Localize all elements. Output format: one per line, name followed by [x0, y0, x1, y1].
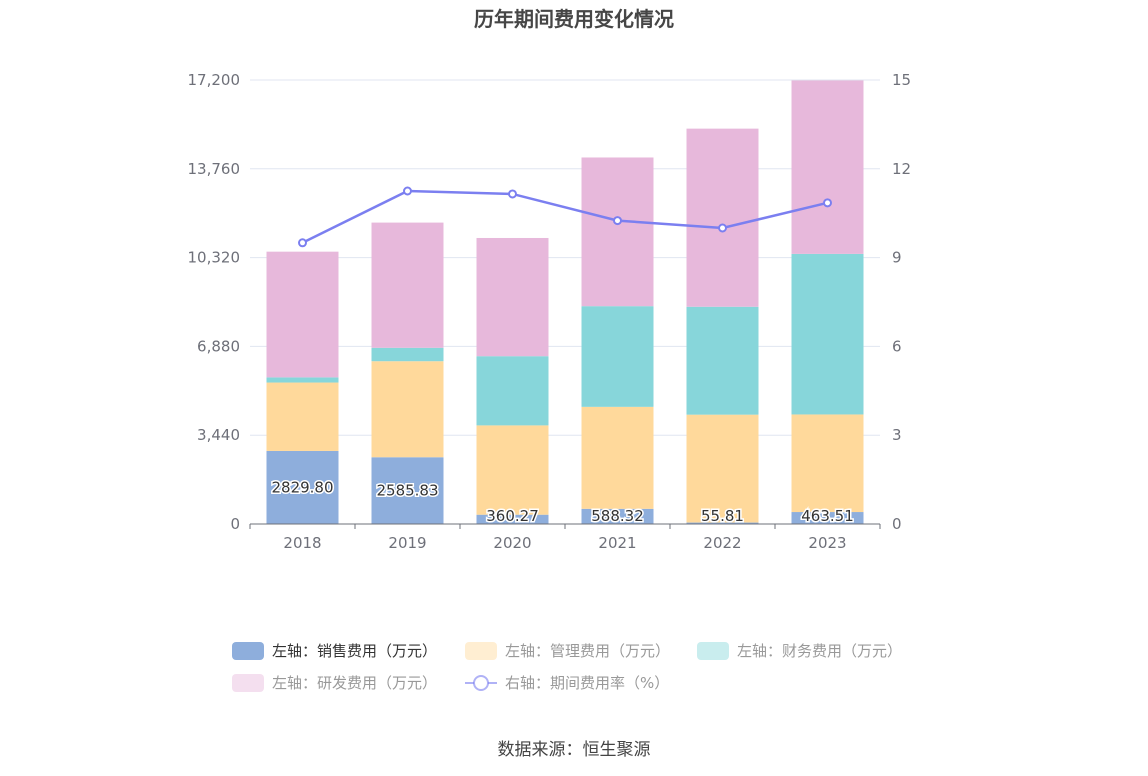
legend-swatch-0	[232, 642, 264, 660]
left-tick-label: 3,440	[197, 426, 240, 444]
right-tick-label: 6	[892, 337, 902, 355]
bar-labels: 2829.80 2585.83 360.27 588.32 55.81 463.51	[270, 477, 855, 527]
sales-expense-label-2020: 360.27	[486, 507, 539, 525]
expense-rate-point-2023	[823, 198, 832, 208]
expense-rate-point-2019	[403, 186, 412, 196]
bar-2020-series-0	[476, 514, 549, 524]
bar-2023-series-2	[791, 253, 864, 415]
x-tick-label: 2020	[493, 534, 531, 552]
bar-2019-series-2	[371, 347, 444, 362]
x-tick-label: 2021	[598, 534, 636, 552]
left-axis-ticks: 0 3,440 6,880 10,320 13,760 17,200	[188, 71, 241, 533]
legend-label-1: 左轴：管理费用（万元）	[505, 642, 670, 660]
bars	[266, 80, 864, 524]
legend-swatch-2	[697, 642, 729, 660]
right-tick-label: 12	[892, 160, 911, 178]
bar-2018-series-2	[266, 377, 339, 383]
left-tick-label: 0	[230, 515, 240, 533]
bar-2023-series-0	[791, 512, 864, 524]
sales-expense-label-2023: 463.51	[801, 507, 854, 525]
x-axis: 2018 2019 2020 2021 2022 2023	[249, 523, 881, 552]
expense-rate-line	[298, 186, 832, 248]
legend-swatch-3	[232, 674, 264, 692]
legend-label-4: 右轴：期间费用率（%）	[505, 674, 669, 692]
expense-rate-polyline	[301, 189, 828, 244]
bar-2022-series-1	[686, 414, 759, 523]
legend: 左轴：销售费用（万元） 左轴：管理费用（万元） 左轴：财务费用（万元） 左轴：研发费用…	[232, 642, 902, 692]
legend-line-marker	[473, 675, 489, 691]
right-tick-label: 9	[892, 249, 902, 267]
expense-rate-point-2020	[508, 189, 517, 199]
expense-rate-point-2018	[298, 238, 307, 248]
bar-2018-series-1	[266, 382, 339, 451]
left-tick-label: 6,880	[197, 337, 240, 355]
expense-rate-point-2021	[613, 216, 622, 226]
legend-swatch-1	[465, 642, 497, 660]
expense-rate-point-2022	[718, 223, 727, 233]
bar-2022-series-2	[686, 306, 759, 415]
source-note: 数据来源：恒生聚源	[498, 740, 651, 760]
bar-2020-series-1	[476, 425, 549, 515]
bar-2022-series-0	[686, 522, 759, 524]
bar-2021-series-3	[581, 157, 654, 307]
right-axis-ticks: 0 3 6 9 12 15	[892, 71, 911, 533]
left-tick-label: 17,200	[188, 71, 241, 89]
left-tick-label: 10,320	[188, 249, 241, 267]
bar-2023-series-3	[791, 80, 864, 254]
sales-expense-label-2021: 588.32	[591, 507, 644, 525]
right-tick-label: 3	[892, 426, 902, 444]
bar-2018-series-3	[266, 251, 339, 378]
x-tick-label: 2018	[283, 534, 321, 552]
bar-2019-series-3	[371, 222, 444, 348]
bar-2022-series-3	[686, 128, 759, 307]
legend-label-2: 左轴：财务费用（万元）	[737, 642, 902, 660]
right-tick-label: 15	[892, 71, 911, 89]
bar-2020-series-3	[476, 237, 549, 357]
bar-2021-series-2	[581, 306, 654, 407]
bar-2018-series-0	[266, 450, 339, 524]
sales-expense-label-2019: 2585.83	[376, 482, 438, 500]
bar-2019-series-1	[371, 361, 444, 458]
bar-2020-series-2	[476, 356, 549, 426]
bar-2021-series-1	[581, 406, 654, 509]
chart-title: 历年期间费用变化情况	[474, 7, 674, 31]
legend-label-0: 左轴：销售费用（万元）	[272, 642, 437, 660]
x-tick-label: 2022	[703, 534, 741, 552]
x-tick-label: 2023	[808, 534, 846, 552]
left-tick-label: 13,760	[188, 160, 241, 178]
sales-expense-label-2018: 2829.80	[271, 478, 333, 496]
bar-2019-series-0	[371, 457, 444, 524]
grid-lines	[250, 79, 880, 436]
sales-expense-label-2022: 55.81	[701, 507, 744, 525]
legend-label-3: 左轴：研发费用（万元）	[272, 674, 437, 692]
right-tick-label: 0	[892, 515, 902, 533]
bar-2023-series-1	[791, 414, 864, 513]
bar-2021-series-0	[581, 508, 654, 524]
x-tick-label: 2019	[388, 534, 426, 552]
